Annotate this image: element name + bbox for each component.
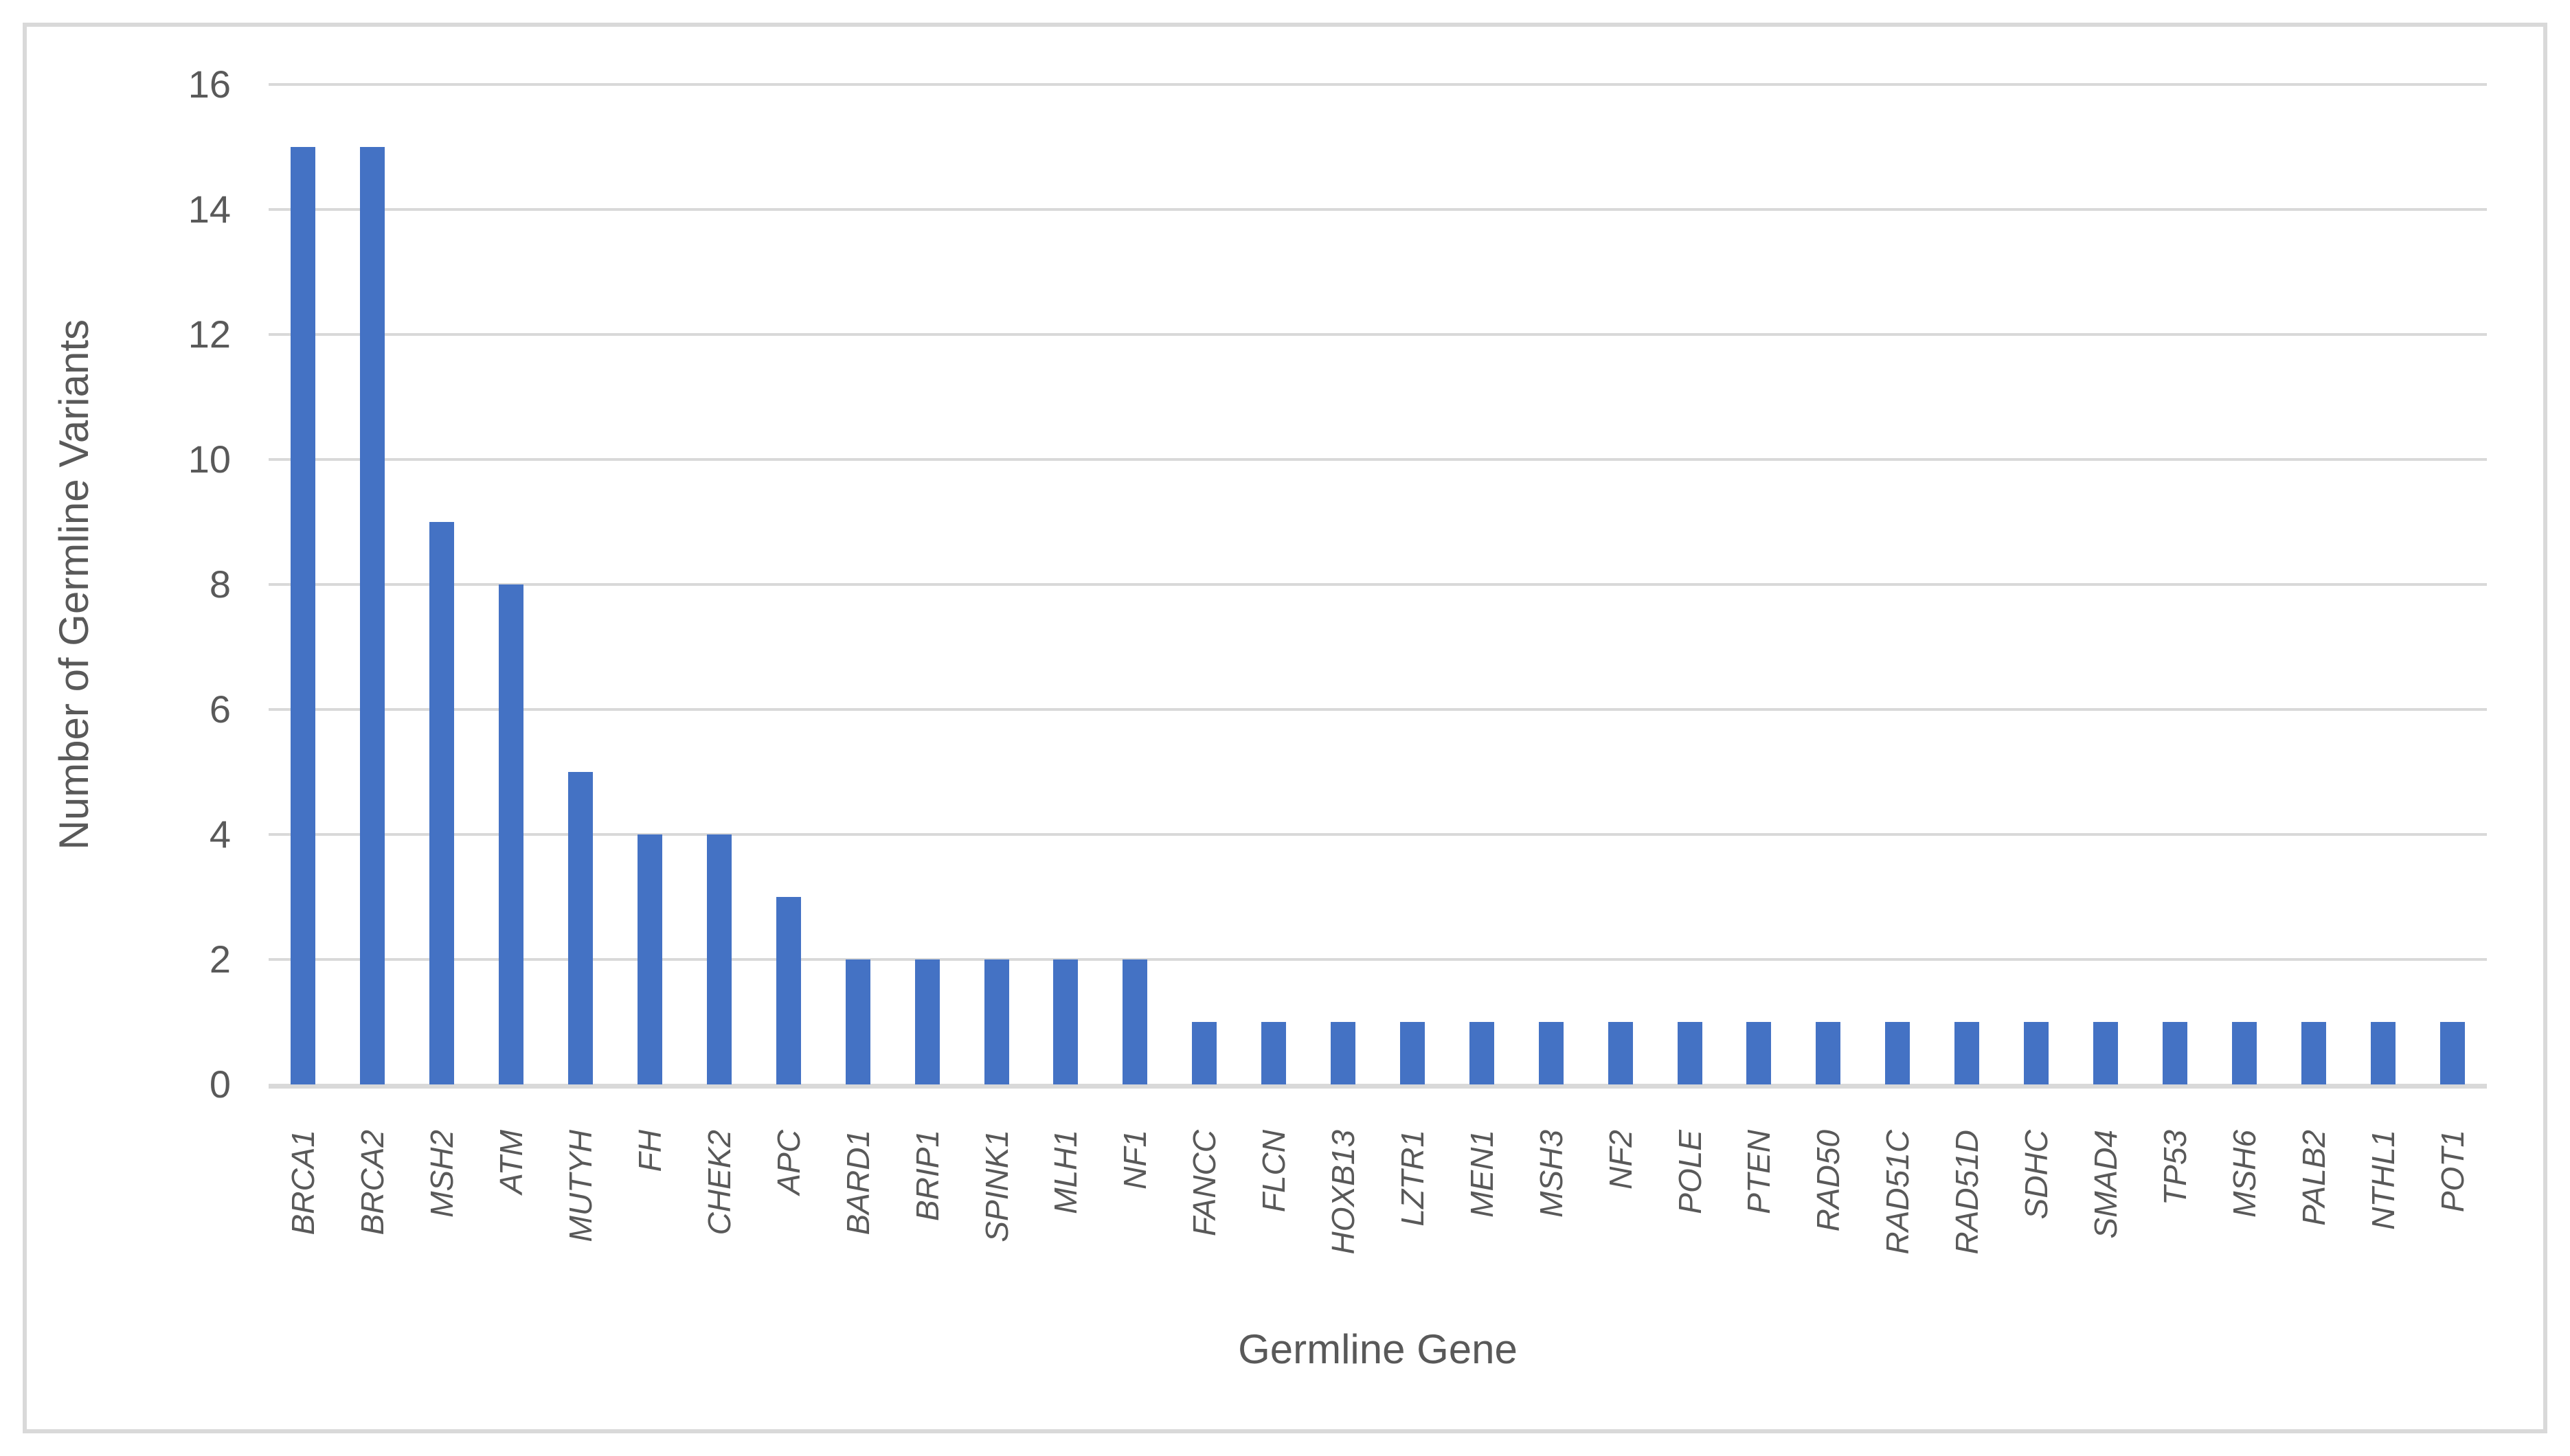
y-tick-label-12: 12 [188, 312, 231, 356]
bar-BARD1 [846, 959, 870, 1084]
bar-SMAD4 [2093, 1022, 2118, 1084]
y-axis-title: Number of Germline Variants [50, 319, 97, 850]
x-tick-label-BRCA1: BRCA1 [285, 1130, 321, 1236]
x-tick-label-TP53: TP53 [2157, 1130, 2193, 1205]
x-tick-label-HOXB13: HOXB13 [1325, 1130, 1361, 1255]
x-tick-label-FH: FH [632, 1130, 668, 1172]
x-tick-label-MUTYH: MUTYH [563, 1130, 598, 1242]
bar-MLH1 [1053, 959, 1078, 1084]
bar-SPINK1 [984, 959, 1009, 1084]
x-tick-label-RAD51D: RAD51D [1949, 1130, 1985, 1255]
gridline-y-14 [269, 208, 2487, 211]
gridline-y-12 [269, 333, 2487, 336]
bar-POT1 [2440, 1022, 2465, 1084]
y-tick-label-6: 6 [209, 687, 231, 731]
y-tick-label-0: 0 [209, 1062, 231, 1106]
bar-MEN1 [1469, 1022, 1494, 1084]
gridline-y-4 [269, 833, 2487, 836]
x-tick-label-POT1: POT1 [2435, 1130, 2470, 1213]
bar-RAD51C [1885, 1022, 1910, 1084]
bar-APC [776, 897, 801, 1084]
x-tick-label-MSH3: MSH3 [1533, 1130, 1569, 1218]
x-tick-label-MSH6: MSH6 [2227, 1130, 2262, 1218]
bar-HOXB13 [1331, 1022, 1355, 1084]
x-tick-label-NF1: NF1 [1117, 1130, 1153, 1190]
x-tick-label-MEN1: MEN1 [1464, 1130, 1500, 1218]
bar-MUTYH [568, 772, 593, 1084]
x-tick-label-LZTR1: LZTR1 [1395, 1130, 1430, 1227]
bar-RAD50 [1816, 1022, 1840, 1084]
gridline-y-10 [269, 458, 2487, 461]
bar-FH [638, 834, 662, 1084]
bar-NF2 [1608, 1022, 1633, 1084]
bar-ATM [499, 584, 523, 1084]
x-tick-label-CHEK2: CHEK2 [701, 1130, 737, 1236]
gridline-y-8 [269, 583, 2487, 586]
bar-LZTR1 [1400, 1022, 1425, 1084]
bar-SDHC [2024, 1022, 2049, 1084]
x-tick-label-BRCA2: BRCA2 [354, 1130, 390, 1236]
x-tick-label-SMAD4: SMAD4 [2088, 1130, 2123, 1239]
bar-CHEK2 [707, 834, 732, 1084]
x-tick-label-RAD51C: RAD51C [1880, 1130, 1915, 1255]
y-tick-label-2: 2 [209, 937, 231, 981]
x-tick-label-ATM: ATM [493, 1130, 529, 1194]
x-tick-label-SDHC: SDHC [2018, 1130, 2054, 1220]
bar-POLE [1678, 1022, 1702, 1084]
y-tick-label-8: 8 [209, 562, 231, 606]
x-tick-label-FANCC: FANCC [1186, 1130, 1222, 1237]
gridline-y-2 [269, 958, 2487, 961]
x-tick-label-RAD50: RAD50 [1810, 1130, 1846, 1232]
x-tick-label-BRIP1: BRIP1 [910, 1130, 945, 1221]
bar-MSH2 [429, 522, 454, 1084]
bar-NF1 [1123, 959, 1147, 1084]
bar-PTEN [1746, 1022, 1771, 1084]
bar-FLCN [1261, 1022, 1286, 1084]
bar-BRCA2 [360, 147, 385, 1084]
x-tick-label-POLE: POLE [1672, 1130, 1708, 1214]
x-tick-label-PALB2: PALB2 [2296, 1130, 2332, 1226]
plot-area [269, 83, 2487, 1089]
x-axis-title: Germline Gene [1238, 1326, 1518, 1372]
bar-MSH6 [2232, 1022, 2257, 1084]
x-tick-label-PTEN: PTEN [1741, 1130, 1777, 1214]
gridline-y-16 [269, 83, 2487, 86]
bar-PALB2 [2301, 1022, 2326, 1084]
bar-TP53 [2163, 1022, 2187, 1084]
bar-MSH3 [1539, 1022, 1564, 1084]
x-axis-line [269, 1084, 2487, 1089]
x-tick-label-NF2: NF2 [1603, 1130, 1638, 1190]
x-tick-label-NTHL1: NTHL1 [2365, 1130, 2401, 1230]
y-tick-label-14: 14 [188, 187, 231, 231]
y-axis-title-container: Number of Germline Variants [43, 84, 104, 1084]
y-tick-label-4: 4 [209, 812, 231, 856]
x-tick-label-FLCN: FLCN [1256, 1130, 1292, 1213]
x-tick-label-APC: APC [771, 1130, 807, 1195]
bar-NTHL1 [2371, 1022, 2396, 1084]
bar-BRCA1 [291, 147, 315, 1084]
x-tick-label-MLH1: MLH1 [1048, 1130, 1083, 1214]
bar-BRIP1 [915, 959, 940, 1084]
y-tick-label-16: 16 [188, 62, 231, 106]
gridline-y-6 [269, 708, 2487, 711]
y-tick-label-10: 10 [188, 437, 231, 481]
x-tick-label-SPINK1: SPINK1 [979, 1130, 1015, 1242]
x-tick-label-BARD1: BARD1 [840, 1130, 876, 1236]
x-tick-label-MSH2: MSH2 [424, 1130, 460, 1218]
bar-FANCC [1192, 1022, 1217, 1084]
bar-RAD51D [1954, 1022, 1979, 1084]
